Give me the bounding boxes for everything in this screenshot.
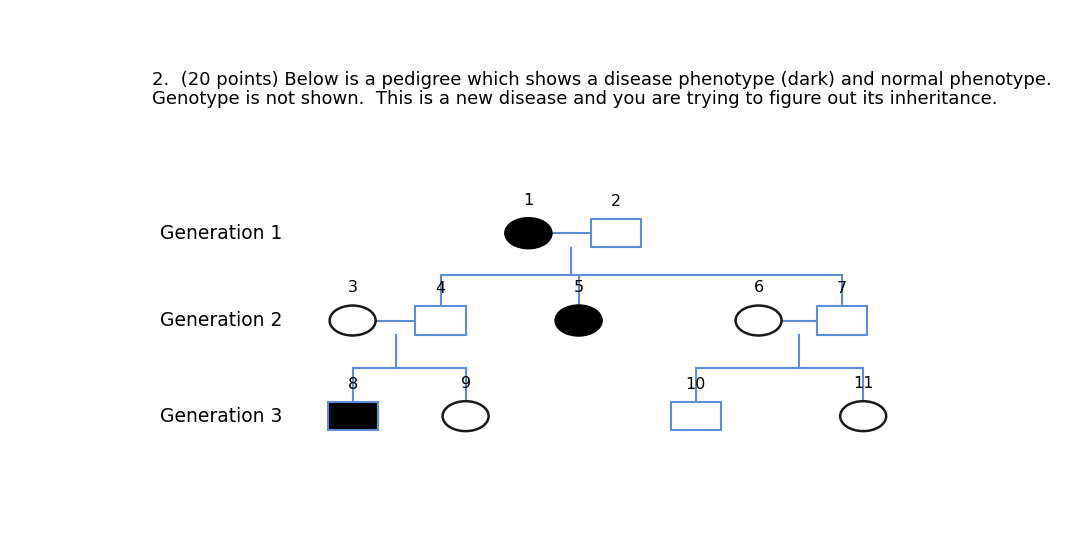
Text: Genotype is not shown.  This is a new disease and you are trying to figure out i: Genotype is not shown. This is a new dis…	[151, 90, 997, 108]
Bar	[416, 306, 465, 335]
Bar	[591, 219, 642, 247]
Ellipse shape	[735, 306, 782, 335]
Text: 10: 10	[686, 376, 706, 392]
Text: 4: 4	[435, 281, 446, 296]
Ellipse shape	[505, 218, 552, 248]
Text: Generation 2: Generation 2	[160, 311, 283, 330]
Text: Generation 3: Generation 3	[160, 407, 283, 426]
Text: 9: 9	[460, 376, 471, 391]
Bar	[818, 306, 867, 335]
Bar	[327, 402, 378, 430]
Ellipse shape	[329, 306, 376, 335]
Text: 3: 3	[348, 280, 357, 295]
Text: 2: 2	[611, 194, 621, 208]
Text: 8: 8	[348, 376, 357, 392]
Text: 2.  (20 points) Below is a pedigree which shows a disease phenotype (dark) and n: 2. (20 points) Below is a pedigree which…	[151, 71, 1052, 89]
Text: Generation 1: Generation 1	[160, 224, 283, 242]
Text: 1: 1	[524, 193, 534, 208]
Text: 11: 11	[853, 376, 874, 391]
Ellipse shape	[555, 306, 602, 335]
Ellipse shape	[443, 401, 488, 431]
Text: 7: 7	[837, 281, 848, 296]
Bar	[671, 402, 721, 430]
Ellipse shape	[840, 401, 887, 431]
Text: 5: 5	[573, 280, 583, 295]
Text: 6: 6	[754, 280, 764, 295]
